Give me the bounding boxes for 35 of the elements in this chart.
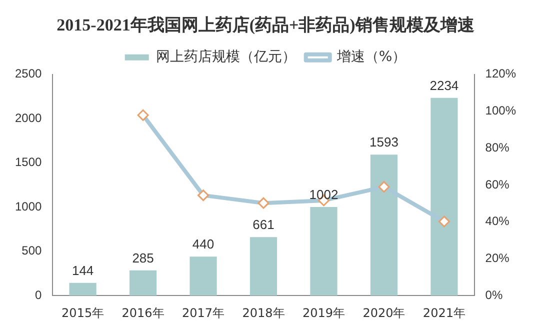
legend-label: 网上药店规模（亿元） [156, 49, 296, 66]
data-label: 2234 [430, 78, 459, 94]
data-label: 661 [252, 217, 274, 232]
data-label: 285 [132, 250, 154, 266]
y2-tick-label: 20% [485, 251, 510, 266]
y-tick-label: 2000 [14, 110, 42, 125]
bar [250, 237, 278, 296]
bar [129, 270, 157, 296]
y-tick-label: 2500 [14, 66, 42, 81]
bar [69, 282, 96, 296]
chart-title: 2015-2021年我国网上药店(药品+非药品)销售规模及增速 [56, 16, 474, 35]
y-tick-label: 500 [22, 244, 42, 258]
y-tick-label: 1000 [14, 199, 42, 214]
y2-tick-label: 120% [485, 66, 516, 81]
y-tick-label: 0 [35, 288, 42, 302]
y2-tick-label: 100% [485, 104, 516, 118]
x-tick-label: 2015年 [62, 306, 104, 320]
x-tick-label: 2016年 [122, 306, 164, 320]
x-tick-label: 2018年 [242, 306, 285, 320]
y2-tick-label: 60% [485, 177, 510, 192]
bar [190, 256, 217, 296]
x-tick-label: 2017年 [182, 306, 225, 320]
bar [310, 206, 338, 296]
x-tick-label: 2019年 [302, 306, 346, 320]
data-label: 440 [192, 236, 214, 252]
y2-tick-label: 80% [485, 140, 510, 154]
data-label: 1593 [370, 134, 398, 150]
x-tick-label: 2021年 [422, 306, 466, 320]
x-tick-label: 2020年 [362, 306, 406, 320]
y-tick-label: 1500 [14, 155, 42, 170]
data-label: 1002 [309, 187, 338, 202]
data-label: 144 [72, 262, 94, 278]
y2-tick-label: 40% [485, 214, 510, 228]
y2-tick-label: 0% [485, 288, 503, 302]
legend-label: 增速（%） [336, 49, 406, 66]
